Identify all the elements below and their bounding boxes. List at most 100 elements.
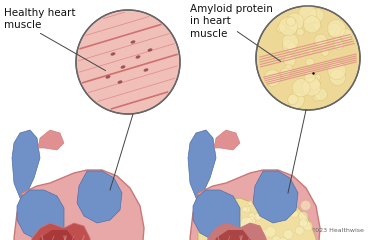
Circle shape	[276, 238, 290, 240]
Circle shape	[256, 207, 263, 214]
Polygon shape	[193, 190, 240, 240]
Ellipse shape	[135, 55, 141, 59]
Circle shape	[263, 206, 276, 219]
Circle shape	[284, 54, 296, 66]
Circle shape	[314, 74, 321, 81]
Circle shape	[305, 58, 314, 67]
Circle shape	[316, 39, 323, 46]
Circle shape	[304, 72, 315, 83]
Circle shape	[264, 70, 281, 86]
Circle shape	[273, 206, 280, 214]
Circle shape	[314, 34, 327, 47]
Ellipse shape	[118, 80, 123, 84]
Circle shape	[286, 17, 296, 26]
Circle shape	[251, 233, 263, 240]
Circle shape	[333, 36, 340, 43]
Circle shape	[286, 13, 304, 31]
Ellipse shape	[131, 40, 135, 44]
Circle shape	[303, 16, 321, 33]
Circle shape	[265, 226, 276, 237]
Polygon shape	[188, 130, 216, 198]
Circle shape	[277, 24, 285, 32]
Circle shape	[334, 40, 344, 49]
Circle shape	[246, 216, 255, 226]
Circle shape	[290, 205, 294, 210]
Circle shape	[284, 65, 293, 72]
Text: Healthy heart
muscle: Healthy heart muscle	[4, 8, 75, 30]
Circle shape	[302, 78, 321, 96]
Circle shape	[295, 226, 304, 235]
Circle shape	[301, 200, 311, 210]
Polygon shape	[198, 198, 316, 240]
Circle shape	[314, 94, 321, 101]
Circle shape	[292, 79, 310, 97]
Circle shape	[288, 92, 304, 108]
Circle shape	[327, 19, 346, 38]
Circle shape	[205, 227, 212, 234]
Circle shape	[307, 77, 320, 90]
Polygon shape	[35, 230, 87, 240]
Circle shape	[258, 229, 269, 240]
Circle shape	[272, 236, 281, 240]
Circle shape	[248, 213, 255, 220]
Text: © 2023 Healthwise: © 2023 Healthwise	[303, 228, 364, 233]
Circle shape	[328, 61, 346, 80]
Circle shape	[340, 29, 352, 40]
Circle shape	[220, 203, 227, 210]
Polygon shape	[14, 170, 144, 240]
Polygon shape	[17, 190, 64, 240]
Circle shape	[280, 68, 291, 78]
Circle shape	[238, 230, 244, 236]
Circle shape	[274, 206, 282, 214]
Circle shape	[243, 206, 250, 213]
Circle shape	[313, 22, 321, 30]
Circle shape	[282, 34, 298, 50]
Circle shape	[254, 213, 262, 220]
Ellipse shape	[148, 48, 152, 52]
Circle shape	[303, 221, 312, 231]
Ellipse shape	[121, 65, 125, 69]
Circle shape	[282, 39, 295, 52]
Circle shape	[328, 29, 336, 36]
Circle shape	[76, 10, 180, 114]
Circle shape	[283, 229, 293, 239]
Ellipse shape	[144, 68, 148, 72]
Polygon shape	[77, 171, 122, 223]
Circle shape	[223, 231, 229, 237]
Circle shape	[330, 27, 336, 33]
Circle shape	[299, 220, 308, 228]
Circle shape	[291, 210, 298, 217]
Polygon shape	[38, 130, 64, 150]
Polygon shape	[211, 230, 263, 240]
Ellipse shape	[106, 75, 110, 79]
Circle shape	[219, 218, 227, 226]
Circle shape	[229, 214, 242, 226]
Polygon shape	[12, 130, 40, 198]
Circle shape	[248, 201, 253, 206]
Circle shape	[226, 198, 238, 210]
Circle shape	[298, 5, 317, 24]
Circle shape	[299, 212, 308, 221]
Circle shape	[263, 200, 276, 214]
Circle shape	[256, 6, 360, 110]
Circle shape	[240, 217, 253, 230]
Polygon shape	[190, 170, 320, 240]
Text: Amyloid protein
in heart
muscle: Amyloid protein in heart muscle	[190, 4, 273, 39]
Ellipse shape	[111, 52, 116, 56]
Circle shape	[315, 88, 327, 101]
Circle shape	[287, 43, 297, 53]
Circle shape	[287, 94, 298, 105]
Circle shape	[307, 48, 313, 54]
Polygon shape	[205, 223, 268, 240]
Circle shape	[279, 17, 298, 36]
Circle shape	[329, 69, 346, 85]
Circle shape	[321, 48, 329, 56]
Circle shape	[328, 23, 341, 36]
Polygon shape	[29, 223, 92, 240]
Polygon shape	[214, 130, 240, 150]
Circle shape	[299, 219, 308, 227]
Circle shape	[309, 8, 324, 23]
Polygon shape	[253, 171, 298, 223]
Circle shape	[242, 207, 247, 212]
Circle shape	[297, 28, 304, 36]
